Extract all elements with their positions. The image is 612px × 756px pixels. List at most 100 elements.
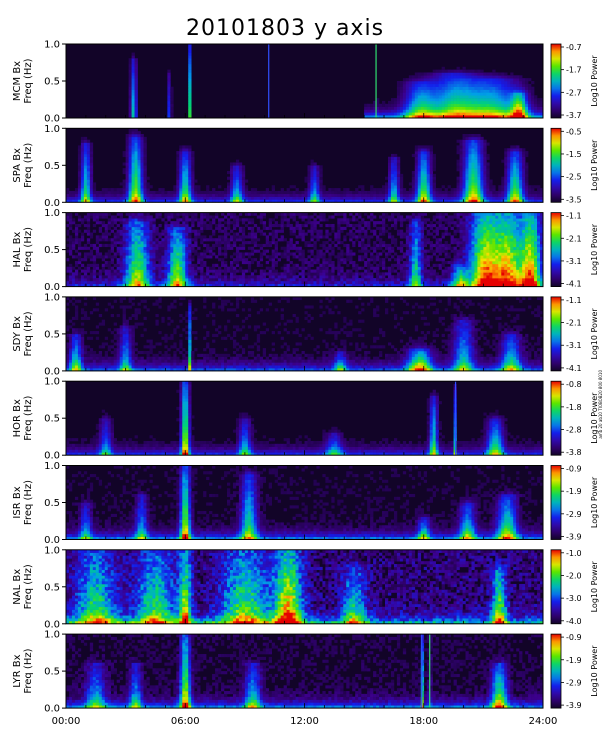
- spectrogram-cell: [194, 272, 197, 275]
- spectrogram-cell: [161, 278, 164, 281]
- spectrogram-cell: [144, 227, 147, 230]
- spectrogram-cell: [123, 252, 126, 255]
- spectrogram-cell: [415, 281, 418, 284]
- spectrogram-cell: [480, 72, 483, 75]
- spectrogram-cell: [528, 107, 531, 110]
- spectrogram-cell: [102, 270, 105, 273]
- spectrogram-cell: [415, 247, 418, 250]
- spectrogram-cell: [188, 252, 191, 255]
- spectrogram-cell: [132, 177, 135, 180]
- spectrogram-cell: [161, 258, 164, 261]
- spectrogram-cell: [415, 95, 418, 98]
- spectrogram-cell: [102, 267, 105, 270]
- spectrogram-cell: [188, 197, 191, 200]
- spectrogram-cell: [108, 264, 111, 267]
- spectrogram-cell: [382, 272, 385, 275]
- spectrogram-cell: [460, 107, 463, 110]
- spectrogram-cell: [227, 247, 230, 250]
- spectrogram-cell: [427, 180, 430, 183]
- spectrogram-cell: [424, 92, 427, 95]
- spectrogram-cell: [394, 194, 397, 197]
- spectrogram-cell: [412, 87, 415, 90]
- spectrogram-cell: [305, 224, 308, 227]
- spectrogram-cell: [167, 264, 170, 267]
- spectrogram-cell: [328, 197, 331, 200]
- spectrogram-cell: [209, 227, 212, 230]
- spectrogram-cell: [406, 250, 409, 253]
- spectrogram-cell: [439, 104, 442, 107]
- spectrogram-cell: [346, 224, 349, 227]
- spectrogram-cell: [108, 250, 111, 253]
- spectrogram-cell: [322, 275, 325, 278]
- spectrogram-cell: [158, 267, 161, 270]
- spectrogram-cell: [230, 165, 233, 168]
- spectrogram-cell: [302, 278, 305, 281]
- spectrogram-cell: [486, 78, 489, 81]
- spectrogram-cell: [451, 104, 454, 107]
- spectrogram-cell: [373, 233, 376, 236]
- spectrogram-cell: [310, 264, 313, 267]
- spectrogram-cell: [424, 174, 427, 177]
- spectrogram-cell: [293, 197, 296, 200]
- spectrogram-cell: [397, 185, 400, 188]
- spectrogram-cell: [421, 162, 424, 165]
- spectrogram-cell: [322, 270, 325, 273]
- spectrogram-cell: [149, 238, 152, 241]
- spectrogram-cell: [185, 154, 188, 157]
- spectrogram-cell: [483, 78, 486, 81]
- spectrogram-cell: [355, 278, 358, 281]
- spectrogram-cell: [182, 191, 185, 194]
- spectrogram-cell: [75, 197, 78, 200]
- spectrogram-cell: [340, 221, 343, 224]
- spectrogram-cell: [167, 255, 170, 258]
- spectrogram-cell: [135, 215, 138, 218]
- spectrogram-cell: [173, 247, 176, 250]
- spectrogram-cell: [123, 244, 126, 247]
- spectrogram-cell: [406, 255, 409, 258]
- spectrogram-cell: [200, 215, 203, 218]
- spectrogram-cell: [418, 233, 421, 236]
- spectrogram-cell: [322, 255, 325, 258]
- y-axis-label: MCM Bx: [12, 61, 23, 101]
- spectrogram-cell: [81, 191, 84, 194]
- colorbar-tick-label: -0.7: [566, 43, 582, 52]
- spectrogram-cell: [340, 255, 343, 258]
- spectrogram-cell: [75, 188, 78, 191]
- spectrogram-cell: [415, 261, 418, 264]
- spectrogram-cell: [418, 107, 421, 110]
- spectrogram-cell: [325, 264, 328, 267]
- spectrogram-cell: [367, 235, 370, 238]
- spectrogram-cell: [182, 177, 185, 180]
- spectrogram-cell: [379, 272, 382, 275]
- spectrogram-cell: [421, 92, 424, 95]
- spectrogram-cell: [460, 84, 463, 87]
- spectrogram-cell: [135, 151, 138, 154]
- spectrogram-cell: [424, 112, 427, 115]
- spectrogram-cell: [167, 227, 170, 230]
- spectrogram-cell: [126, 137, 129, 140]
- spectrogram-cell: [158, 275, 161, 278]
- spectrogram-cell: [343, 221, 346, 224]
- spectrogram-cell: [382, 281, 385, 284]
- spectrogram-cell: [233, 227, 236, 230]
- spectrogram-cell: [519, 75, 522, 78]
- spectrogram-cell: [313, 255, 316, 258]
- spectrogram-cell: [388, 267, 391, 270]
- spectrogram-cell: [310, 171, 313, 174]
- spectrogram-cell: [218, 235, 221, 238]
- spectrogram-cell: [307, 177, 310, 180]
- spectrogram-cell: [129, 215, 132, 218]
- spectrogram-cell: [200, 227, 203, 230]
- spectrogram-cell: [170, 109, 173, 112]
- spectrogram-cell: [510, 98, 513, 101]
- spectrogram-cell: [343, 258, 346, 261]
- spectrogram-cell: [152, 233, 155, 236]
- spectrogram-cell: [439, 75, 442, 78]
- spectrogram-cell: [343, 275, 346, 278]
- spectrogram-cell: [287, 241, 290, 244]
- spectrogram-cell: [152, 261, 155, 264]
- spectrogram-cell: [409, 247, 412, 250]
- spectrogram-cell: [519, 107, 522, 110]
- spectrogram-cell: [272, 185, 275, 188]
- spectrogram-cell: [409, 188, 412, 191]
